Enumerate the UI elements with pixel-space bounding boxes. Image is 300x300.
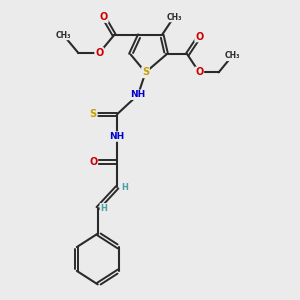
Text: CH₃: CH₃ — [224, 51, 240, 60]
Text: NH: NH — [110, 132, 125, 141]
Text: O: O — [89, 157, 98, 167]
Text: H: H — [121, 183, 128, 192]
Text: CH₃: CH₃ — [56, 31, 71, 40]
Text: O: O — [195, 68, 203, 77]
Text: O: O — [95, 48, 103, 58]
Text: S: S — [142, 68, 149, 77]
Text: S: S — [90, 109, 97, 119]
Text: NH: NH — [130, 90, 146, 99]
Text: H: H — [100, 204, 107, 213]
Text: CH₃: CH₃ — [166, 13, 182, 22]
Text: O: O — [195, 32, 203, 41]
Text: O: O — [100, 12, 108, 22]
